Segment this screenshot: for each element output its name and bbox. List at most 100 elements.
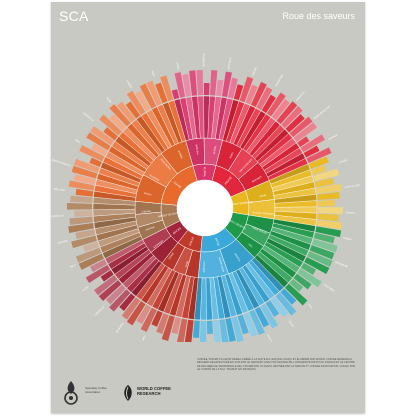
wheel-flavor-bar bbox=[309, 156, 329, 169]
wheel-flavor-bar bbox=[281, 106, 303, 129]
wheel-flavor-label: MUSCADE bbox=[115, 322, 125, 334]
wheel-subcategory-label: FLORAL bbox=[213, 145, 218, 155]
wheel-flavor-bar bbox=[233, 84, 244, 101]
wheel-flavor-label: MÛRE bbox=[175, 62, 179, 70]
wheel-flavor-bar bbox=[171, 317, 181, 335]
wheel-flavor-bar bbox=[307, 251, 333, 267]
wheel-flavor-bar bbox=[245, 84, 258, 105]
wheel-flavor-label: FRAIS bbox=[288, 320, 295, 328]
wheel-flavor-bar bbox=[89, 157, 102, 167]
wheel-flavor-bar bbox=[317, 213, 339, 222]
wheel-flavor-bar bbox=[139, 83, 157, 109]
wheel-flavor-bar bbox=[184, 319, 194, 342]
wheel-flavor-bar bbox=[91, 143, 108, 156]
wheel-flavor-bar bbox=[98, 280, 122, 301]
sca-logo-label: Specialty Coffee Association bbox=[85, 386, 107, 394]
wheel-flavor-bar bbox=[171, 89, 180, 100]
wheel-flavor-bar bbox=[99, 114, 122, 136]
wheel-flavor-bar bbox=[189, 70, 198, 96]
wheel-flavor-bar bbox=[94, 275, 118, 296]
wheel-flavor-bar bbox=[75, 247, 102, 263]
wheel-flavor-bar bbox=[311, 165, 327, 175]
wheel-flavor-bar bbox=[265, 300, 280, 317]
wheel-flavor-bar bbox=[68, 180, 95, 191]
wheel-flavor-bar bbox=[210, 70, 218, 96]
wheel-flavor-bar bbox=[196, 70, 204, 96]
wheel-subcategory-label: NOISETTE bbox=[149, 173, 160, 181]
wheel-flavor-bar bbox=[116, 101, 136, 123]
wheel-center bbox=[177, 180, 233, 236]
wheel-flavor-bar bbox=[317, 191, 340, 201]
wheel-flavor-bar bbox=[249, 309, 265, 336]
wheel-flavor-label: CITRON VERT bbox=[344, 184, 361, 189]
wheel-flavor-bar bbox=[316, 183, 342, 194]
wheel-flavor-bar bbox=[227, 77, 238, 99]
wheel-category-label: ÉPICES bbox=[171, 225, 182, 235]
wheel-flavor-label: CHOCOLAT bbox=[51, 214, 65, 218]
wheel-flavor-bar bbox=[71, 165, 98, 179]
wheel-flavor-bar bbox=[317, 207, 343, 214]
wheel-flavor-bar bbox=[70, 195, 93, 203]
wheel-subcategory-label: AGRUMES bbox=[251, 175, 263, 183]
wheel-flavor-label: FRAISE bbox=[252, 67, 258, 77]
wheel-flavor-bar bbox=[192, 320, 200, 338]
wheel-flavor-bar bbox=[105, 284, 126, 305]
wheel-subcategory-label: CACAO bbox=[143, 191, 152, 196]
wheel-flavor-bar bbox=[276, 101, 298, 124]
wheel-flavor-label: PAMPLEMOUSSE bbox=[313, 105, 331, 120]
wheel-flavor-bar bbox=[275, 292, 297, 316]
wheel-flavor-bar bbox=[237, 314, 249, 335]
wheel-subcategory-label: CÉRÉALES bbox=[152, 239, 164, 249]
wheel-flavor-bar bbox=[293, 122, 317, 142]
wheel-subcategory-label: HUILE D'OLIVE bbox=[252, 227, 268, 235]
wheel-flavor-bar bbox=[182, 74, 192, 97]
wheel-flavor-bar bbox=[126, 301, 146, 326]
wheel-category-label: FLORAL bbox=[203, 167, 207, 178]
wheel-category-label: FRUITÉ bbox=[223, 175, 233, 186]
wheel-flavor-bar bbox=[306, 147, 332, 163]
wheel-flavor-bar bbox=[289, 116, 313, 138]
wheel-flavor-label: SIROP D'ÉRABLE bbox=[51, 159, 71, 168]
wheel-flavor-label: TROP MÛR bbox=[323, 283, 336, 293]
wheel-flavor-bar bbox=[222, 71, 232, 98]
wheel-subcategory-label: BAIES bbox=[229, 151, 235, 159]
wheel-flavor-label: WHISKY bbox=[342, 237, 352, 242]
wheel-flavor-bar bbox=[271, 99, 290, 121]
wheel-flavor-bar bbox=[109, 289, 131, 312]
wheel-flavor-bar bbox=[75, 229, 96, 240]
wheel-subcategory-label: BRUNES bbox=[141, 209, 151, 212]
credits-caption: COFFEE TASTER'S FLAVOR WHEEL CRÉÉE À LA … bbox=[197, 358, 356, 372]
wheel-flavor-bar bbox=[313, 168, 340, 182]
wheel-flavor-label: CITRON bbox=[338, 159, 348, 165]
wheel-subcategory-label: CHIMIQUE bbox=[202, 261, 204, 273]
wheel-flavor-label: FRAMBOISE bbox=[202, 53, 205, 68]
wheel-flavor-label: VERT FONCÉ bbox=[266, 334, 276, 342]
sca-logo-icon bbox=[64, 381, 78, 405]
wheel-flavor-label: CANNELLE bbox=[94, 305, 105, 316]
wheel-flavor-label: PRUNEAU bbox=[296, 91, 306, 102]
wheel-flavor-bar bbox=[254, 306, 270, 328]
wheel-flavor-label: ROSE bbox=[105, 97, 112, 104]
wheel-flavor-bar bbox=[239, 76, 254, 103]
wheel-flavor-bar bbox=[314, 177, 334, 188]
wheel-flavor-label: MAÏS bbox=[150, 71, 155, 78]
wheel-flavor-bar bbox=[135, 90, 151, 112]
wheel-flavor-bar bbox=[316, 220, 343, 230]
wheel-subcategory-label: CRU bbox=[248, 244, 253, 249]
wheel-flavor-bar bbox=[103, 127, 118, 141]
wheel-flavor-bar bbox=[174, 72, 186, 98]
wheel-flavor-bar bbox=[82, 241, 99, 253]
wheel-flavor-bar bbox=[266, 92, 286, 117]
wcr-logo-label: WORLD COFFEE RESEARCH bbox=[137, 386, 171, 396]
wheel-flavor-bar bbox=[109, 114, 127, 131]
wheel-flavor-bar bbox=[146, 80, 162, 106]
wheel-flavor-bar bbox=[315, 226, 342, 238]
wheel-flavor-bar bbox=[304, 257, 330, 274]
wheel-subcategory-label: PIQUANT bbox=[144, 225, 155, 231]
wheel-flavor-bar bbox=[289, 278, 304, 292]
wheel-flavor-bar bbox=[125, 101, 141, 119]
wheel-flavor-bar bbox=[73, 174, 96, 185]
wheel-flavor-bar bbox=[203, 83, 210, 96]
wheel-subcategory-label: ALCOOL/ FERMENTÉ bbox=[253, 211, 276, 216]
wheel-category-label: SUCRÉ bbox=[173, 180, 183, 190]
